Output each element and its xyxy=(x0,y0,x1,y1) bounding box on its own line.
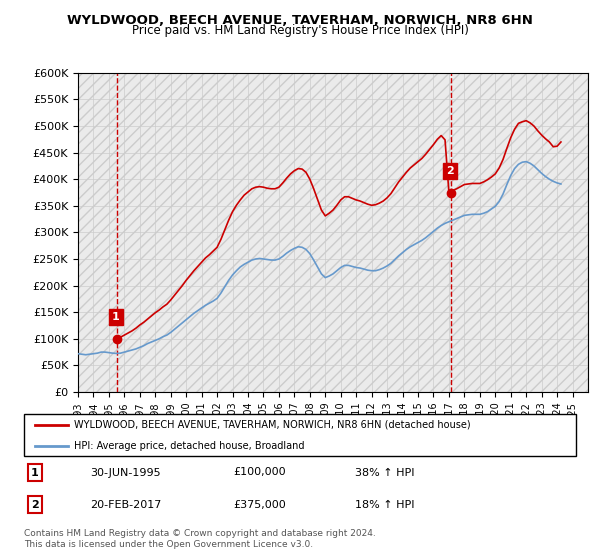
Text: Price paid vs. HM Land Registry's House Price Index (HPI): Price paid vs. HM Land Registry's House … xyxy=(131,24,469,36)
Text: Contains HM Land Registry data © Crown copyright and database right 2024.
This d: Contains HM Land Registry data © Crown c… xyxy=(24,529,376,549)
Text: 38% ↑ HPI: 38% ↑ HPI xyxy=(355,468,415,478)
Text: 18% ↑ HPI: 18% ↑ HPI xyxy=(355,500,415,510)
Text: 1: 1 xyxy=(112,312,120,322)
Text: WYLDWOOD, BEECH AVENUE, TAVERHAM, NORWICH, NR8 6HN (detached house): WYLDWOOD, BEECH AVENUE, TAVERHAM, NORWIC… xyxy=(74,420,470,430)
Text: £100,000: £100,000 xyxy=(234,468,286,478)
Text: 2: 2 xyxy=(446,166,454,176)
Text: 30-JUN-1995: 30-JUN-1995 xyxy=(90,468,161,478)
Text: £375,000: £375,000 xyxy=(234,500,287,510)
Text: WYLDWOOD, BEECH AVENUE, TAVERHAM, NORWICH, NR8 6HN: WYLDWOOD, BEECH AVENUE, TAVERHAM, NORWIC… xyxy=(67,14,533,27)
Text: 20-FEB-2017: 20-FEB-2017 xyxy=(90,500,161,510)
Text: HPI: Average price, detached house, Broadland: HPI: Average price, detached house, Broa… xyxy=(74,441,304,451)
Text: 2: 2 xyxy=(31,500,39,510)
FancyBboxPatch shape xyxy=(24,414,576,456)
Text: 1: 1 xyxy=(31,468,39,478)
